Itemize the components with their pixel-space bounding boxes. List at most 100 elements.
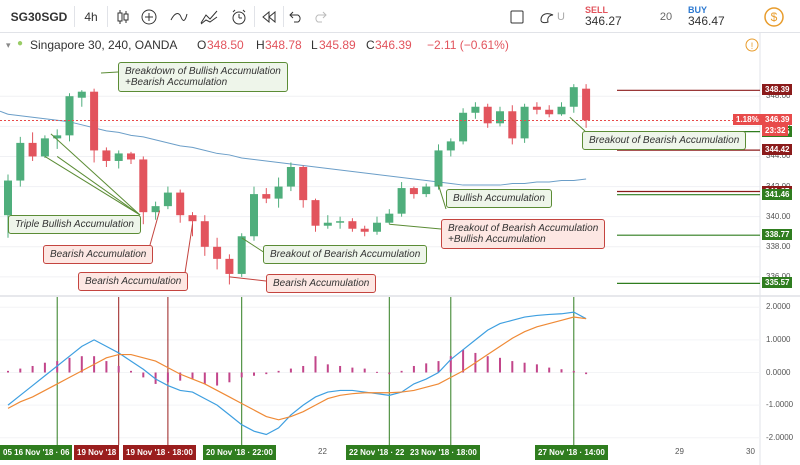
candle-body: [53, 135, 62, 139]
candle-body: [90, 91, 99, 151]
annotation-text: Bullish Accumulation: [453, 193, 545, 204]
redo-icon[interactable]: [310, 0, 330, 33]
fullscreen-icon[interactable]: [508, 0, 526, 33]
time-marker-tag: 19 Nov '18 · 18:00: [123, 445, 196, 460]
annotation-connectors: [44, 71, 586, 282]
high-label: H: [256, 38, 265, 52]
candle-body: [151, 206, 160, 213]
candle-body: [582, 88, 591, 121]
histogram-bar: [339, 365, 342, 373]
line-tool-icon[interactable]: [167, 0, 191, 33]
candles-icon[interactable]: [111, 0, 135, 33]
candle-layer: [4, 84, 591, 285]
close-label: C: [366, 38, 375, 52]
candle-body: [250, 194, 258, 237]
histogram-bar: [240, 372, 243, 378]
signal-line: [7, 316, 587, 421]
collapse-chevron-icon[interactable]: ▾: [6, 40, 11, 50]
annotation-breakout-bearish-2: Breakout of Bearish Accumulation: [582, 131, 747, 150]
theme-icon[interactable]: [538, 0, 556, 33]
candle-body: [102, 150, 111, 161]
macd-tick-label: -2.0000: [766, 432, 794, 442]
candle-body: [557, 106, 566, 115]
histogram-bar: [289, 368, 292, 373]
annotation-connector: [44, 156, 141, 216]
price-tick-label: 338.00: [766, 241, 791, 251]
histogram-bar: [425, 363, 428, 373]
symbol-search-button[interactable]: SG30SGD: [10, 9, 68, 24]
annotation-breakout-bullish: Breakout of Bearish Accumulation +Bullis…: [441, 219, 606, 249]
histogram-bar: [80, 356, 83, 373]
histogram-bar: [511, 361, 514, 373]
time-marker-tag: 22 Nov '18 · 22: [346, 445, 408, 460]
histogram-bar: [7, 370, 9, 373]
indicators-icon[interactable]: [197, 0, 221, 33]
candle-body: [77, 91, 86, 98]
time-marker-tag: 23 Nov '18 · 18:00: [407, 445, 480, 460]
histogram-bar: [68, 357, 71, 373]
histogram-bar: [253, 372, 255, 376]
macd-tick-label: 2.0000: [766, 302, 791, 312]
annotation-bearish-2: Bearish Accumulation: [78, 272, 189, 291]
candle-body: [545, 109, 554, 115]
candle-body: [114, 153, 123, 161]
annotation-breakdown: Breakdown of Bullish Accumulation +Beari…: [118, 62, 288, 92]
candle-body: [496, 111, 504, 124]
moving-average-line: [7, 113, 587, 186]
histogram-bar: [314, 356, 317, 373]
annotation-text: Breakdown of Bullish Accumulation +Beari…: [125, 66, 281, 88]
replay-icon[interactable]: [258, 0, 280, 33]
candle-body: [139, 159, 148, 213]
histogram-bar: [363, 368, 366, 373]
histogram-bar: [523, 362, 526, 373]
toolbar-divider: [107, 6, 108, 27]
sell-button[interactable]: SELL 346.27: [579, 3, 649, 30]
price-level-label: 341.46: [762, 188, 793, 200]
annotation-text: Bearish Accumulation: [50, 249, 147, 260]
candle-body: [274, 186, 283, 199]
buy-button[interactable]: BUY 346.47: [682, 3, 754, 30]
histogram-bar: [585, 372, 588, 375]
candle-body: [385, 213, 394, 223]
candle-body: [4, 180, 12, 216]
candle-body: [188, 215, 197, 222]
open-value: 348.50: [207, 38, 244, 52]
candle-body: [163, 192, 172, 207]
annotation-connector: [100, 71, 119, 74]
alert-icon[interactable]: [227, 0, 251, 33]
candle-body: [483, 106, 492, 124]
annotation-connector: [229, 276, 267, 282]
candle-body: [200, 221, 209, 247]
info-icon[interactable]: !: [745, 38, 759, 57]
histogram-bar: [572, 370, 575, 373]
interval-button[interactable]: 4h: [84, 9, 98, 24]
settings-icon[interactable]: $: [760, 0, 788, 33]
annotation-text: Triple Bullish Accumulation: [15, 219, 134, 230]
annotation-connector: [438, 184, 447, 210]
histogram-bar: [412, 365, 415, 373]
time-marker-tag: 05 16 Nov '18 · 06: [0, 445, 73, 460]
histogram-bar: [43, 362, 46, 373]
annotation-bearish-3: Bearish Accumulation: [266, 274, 377, 293]
time-tick-label: 30: [746, 447, 755, 456]
chart-title: Singapore 30, 240, OANDA: [30, 38, 178, 52]
annotation-connector: [149, 210, 161, 246]
candle-body: [397, 188, 406, 214]
time-tick-label: 29: [675, 447, 684, 456]
histogram-bar: [154, 372, 157, 384]
candle-body: [520, 106, 529, 139]
candle-body: [532, 106, 541, 110]
annotation-text: Breakout of Bearish Accumulation +Bullis…: [448, 223, 599, 245]
candle-body: [176, 192, 185, 216]
price-level-layer: [0, 89, 760, 285]
histogram-bar: [117, 365, 120, 373]
undo-icon[interactable]: [286, 0, 306, 33]
candle-body: [373, 222, 381, 232]
price-level-label: 348.39: [762, 84, 793, 96]
macd-line: [7, 311, 587, 436]
histogram-bar: [191, 372, 194, 380]
histogram-bar: [31, 365, 34, 373]
histogram-bar: [216, 372, 219, 386]
add-indicator-icon[interactable]: [137, 0, 161, 33]
candle-body: [459, 112, 468, 142]
